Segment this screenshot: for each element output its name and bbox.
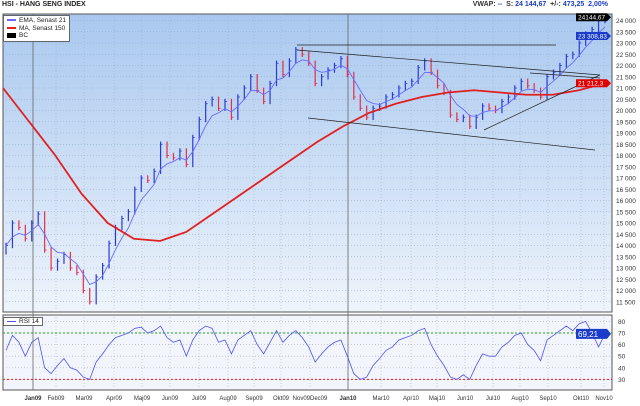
rsi-swatch (7, 320, 16, 322)
x-tick-label: Maj10 (429, 396, 446, 402)
price-panel (2, 13, 613, 313)
x-tick-label: Maj09 (134, 396, 151, 402)
trend-line (529, 72, 601, 79)
ma-swatch (7, 26, 16, 29)
legend-label: EMA, Senast 21 (19, 17, 66, 24)
y-tick-label: 21 000 (616, 86, 636, 93)
y-tick-label: 13 500 (616, 254, 636, 261)
x-tick-label: Sep09 (245, 396, 263, 402)
ema-value-label: 23 308,83 (578, 33, 607, 40)
y-tick-label: 19 000 (616, 131, 636, 138)
y-tick-label: 16 000 (616, 198, 636, 205)
trend-line (307, 117, 596, 151)
y-tick-label: 13 000 (616, 266, 636, 273)
x-tick-label: Jan10 (339, 396, 357, 402)
ma-line (2, 82, 606, 242)
x-tick-label: Aug10 (511, 396, 529, 402)
x-tick-label: Feb09 (47, 396, 65, 402)
y-tick-label: 19 500 (616, 119, 636, 126)
y-tick-label: 23 500 (616, 29, 636, 36)
rsi-legend: RSI 14 (3, 317, 43, 326)
rsi-line (5, 320, 606, 381)
ema-value-label-bg (576, 32, 611, 41)
rsi-tick-label: 60 (618, 342, 626, 349)
rsi-tick-label: 40 (618, 365, 626, 372)
y-tick-label: 17 500 (616, 164, 636, 171)
y-tick-label: 23 000 (616, 41, 636, 48)
quote-summary: VWAP: -- S: 24 144,67 +/-: 473,25 2,00% (473, 1, 608, 8)
legend-label: MA, Senast 150 (19, 24, 66, 32)
y-tick-label: 22 500 (616, 52, 636, 59)
x-tick-label: Mar09 (75, 396, 93, 402)
y-tick-label: 14 500 (616, 232, 636, 239)
y-tick-label: 20 500 (616, 97, 636, 104)
y-tick-label: 21 500 (616, 74, 636, 81)
rsi-value-label: 69,21 (578, 330, 599, 339)
x-tick-label: Nov10 (595, 396, 613, 402)
rsi-legend-label: RSI 14 (19, 318, 39, 325)
legend-label: BC (19, 32, 29, 39)
y-tick-label: 24 000 (616, 18, 636, 25)
ema-swatch (7, 19, 16, 22)
x-tick-label: Sep10 (539, 396, 557, 402)
last-price-label: 24144,67 (578, 15, 605, 22)
last-value: 24 144,67 (515, 1, 547, 8)
y-tick-label: 18 500 (616, 142, 636, 149)
legend-item-ma: MA, Senast 150 (7, 25, 66, 33)
x-tick-label: Okt09 (273, 396, 290, 402)
x-tick-label: Jun10 (457, 396, 474, 402)
x-tick-label: Jan09 (24, 396, 42, 402)
change-label: +/-: (550, 1, 561, 8)
y-tick-label: 18 000 (616, 153, 636, 160)
y-tick-label: 12 000 (616, 288, 636, 295)
rsi-tick-label: 70 (618, 331, 626, 338)
trend-line (296, 49, 601, 76)
last-price-label-bg (576, 13, 611, 22)
ema-line (5, 26, 606, 286)
x-tick-label: Aug09 (219, 396, 237, 402)
ma-value-label-bg (576, 79, 611, 88)
y-tick-label: 12 500 (616, 277, 636, 284)
rsi-tick-label: 50 (618, 354, 626, 361)
legend-item-ema: EMA, Senast 21 (7, 17, 66, 25)
ma-value-label: 21 212,3 (578, 81, 604, 88)
y-tick-label: 22 000 (616, 63, 636, 70)
legend-item-bc: BC (7, 32, 66, 40)
x-tick-label: Okt10 (573, 396, 590, 402)
y-tick-label: 17 000 (616, 176, 636, 183)
rsi-value-label-bg (576, 328, 611, 339)
y-tick-label: 20 000 (616, 108, 636, 115)
change-value: 473,25 (562, 1, 585, 8)
vwap-value: -- (497, 1, 503, 8)
rsi-tick-label: 80 (618, 319, 626, 326)
x-tick-label: Apr10 (403, 396, 420, 402)
change-pct: 2,00% (588, 1, 608, 8)
rsi-tick-label: 30 (618, 377, 626, 384)
x-tick-label: Jul10 (486, 396, 501, 402)
y-tick-label: 15 500 (616, 209, 636, 216)
chart-title: HSI - HANG SENG INDEX (2, 1, 86, 8)
x-tick-label: Jun09 (162, 396, 179, 402)
y-tick-label: 14 000 (616, 243, 636, 250)
x-tick-label: Mar10 (372, 396, 390, 402)
y-tick-label: 11 500 (616, 299, 636, 306)
legend: EMA, Senast 21 MA, Senast 150 BC (3, 15, 70, 42)
x-tick-label: Nov09Dec09 (293, 396, 328, 402)
rsi-panel (2, 314, 613, 391)
bc-swatch (7, 32, 16, 38)
x-tick-label: Jul09 (192, 396, 207, 402)
y-tick-label: 16 500 (616, 187, 636, 194)
y-tick-label: 15 000 (616, 221, 636, 228)
x-tick-label: Apr09 (106, 396, 123, 402)
vwap-label: VWAP: (472, 1, 496, 8)
last-label: S: (506, 1, 514, 8)
